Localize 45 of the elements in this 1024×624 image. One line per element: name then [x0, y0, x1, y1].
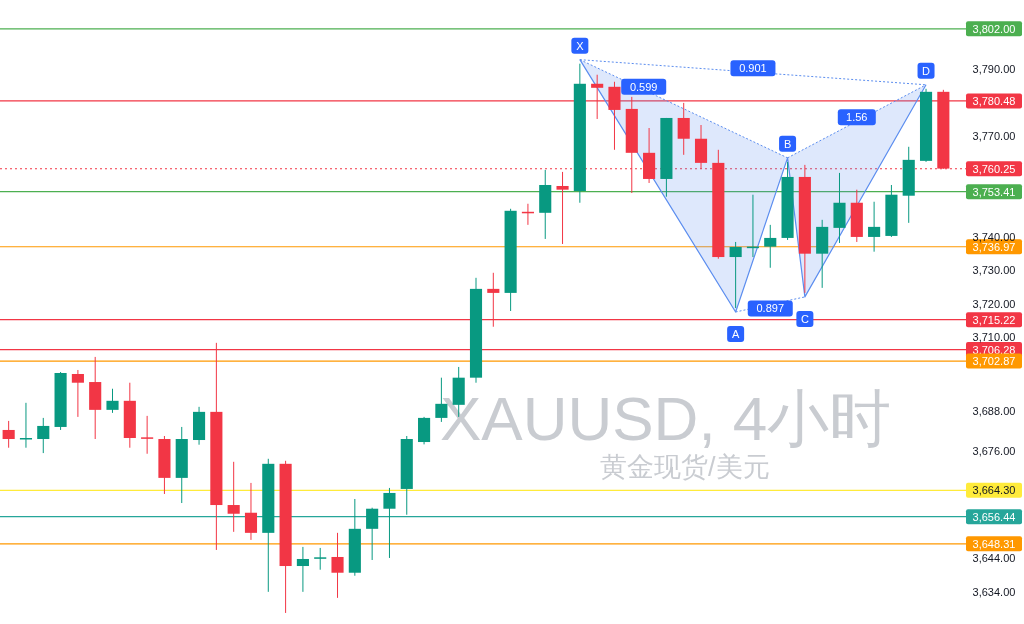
- annotation: 1.56: [846, 111, 868, 124]
- ref-line-label: 3,656.44: [972, 510, 1016, 523]
- annotation: A: [731, 327, 740, 340]
- annotation: D: [922, 64, 931, 77]
- candlestick: [729, 241, 742, 309]
- candlestick: [556, 171, 569, 245]
- candlestick: [141, 415, 154, 455]
- candlestick: [314, 547, 327, 571]
- candlestick: [71, 369, 84, 418]
- annotation: X: [576, 39, 585, 52]
- y-tick-label: 3,770.00: [972, 130, 1016, 143]
- ref-line-label: 3,802.00: [972, 22, 1016, 35]
- annotation: B: [783, 137, 792, 150]
- candlestick: [227, 461, 240, 533]
- ref-line-label: 3,706.28: [972, 343, 1016, 356]
- candlestick: [331, 532, 344, 599]
- candlestick: [19, 402, 33, 449]
- candlestick: [296, 546, 309, 593]
- candlestick: [868, 201, 881, 253]
- ref-line-label: 3,760.25: [972, 162, 1016, 175]
- annotation: C: [800, 312, 809, 325]
- ref-line-label: 3,780.48: [972, 94, 1016, 107]
- annotation: 0.897: [756, 302, 785, 315]
- ref-line-label: 3,648.31: [972, 537, 1016, 550]
- candlestick: [366, 507, 379, 561]
- ref-line-label: 3,664.30: [972, 484, 1016, 497]
- candlestick: [37, 417, 50, 454]
- y-tick-label: 3,790.00: [972, 63, 1016, 76]
- y-tick-label: 3,720.00: [972, 297, 1016, 310]
- ref-line-label: 3,702.87: [972, 355, 1016, 368]
- candlestick: [383, 487, 396, 559]
- candlestick: [764, 224, 777, 269]
- annotation: 0.599: [629, 80, 658, 93]
- ref-line-label: 3,753.41: [972, 185, 1016, 198]
- y-tick-label: 3,644.00: [972, 552, 1016, 565]
- y-tick-label: 3,634.00: [972, 585, 1016, 598]
- candlestick: [244, 482, 258, 541]
- annotation: 0.901: [739, 62, 767, 75]
- y-tick-label: 3,676.00: [972, 445, 1016, 458]
- candlestick: [2, 420, 15, 449]
- candlestick: [106, 388, 119, 414]
- ref-line-label: 3,715.22: [972, 313, 1016, 326]
- y-tick-label: 3,730.00: [972, 264, 1016, 277]
- y-tick-label: 3,688.00: [972, 404, 1016, 417]
- y-tick-label: 3,710.00: [972, 331, 1016, 344]
